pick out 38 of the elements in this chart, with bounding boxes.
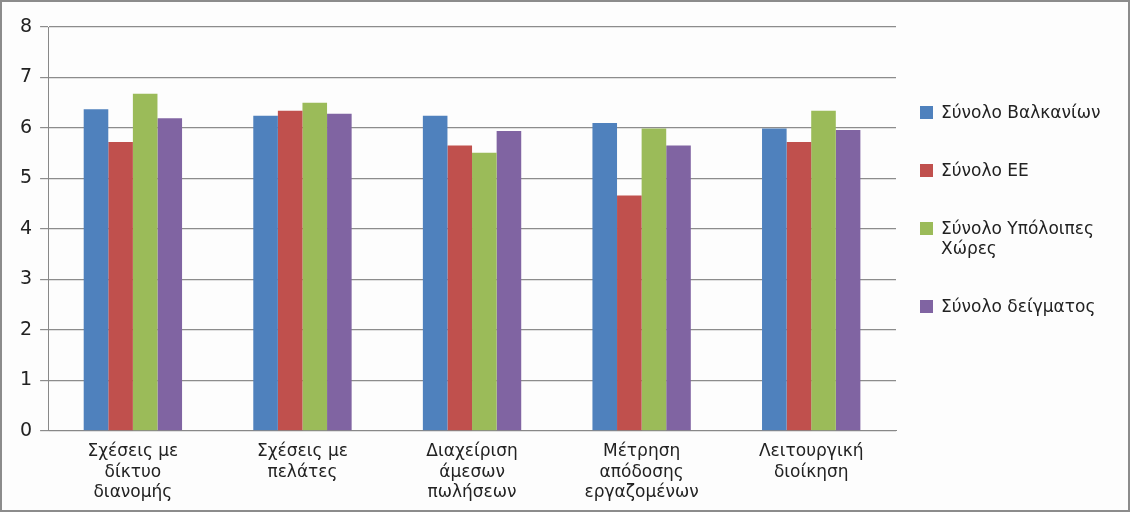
y-tick-label: 1 xyxy=(19,367,33,390)
bar xyxy=(617,195,642,431)
y-tick-label: 4 xyxy=(19,215,33,238)
bar xyxy=(253,115,278,431)
bar xyxy=(327,113,352,431)
bar xyxy=(835,129,861,431)
bar xyxy=(108,142,133,431)
y-tick-label: 6 xyxy=(19,114,33,137)
bar xyxy=(786,142,812,431)
bar xyxy=(447,145,473,431)
bar xyxy=(472,152,497,431)
bar xyxy=(277,110,303,431)
bar xyxy=(422,115,448,431)
x-tick-label: Διαχείριση άμεσων πωλήσεων xyxy=(426,440,518,502)
legend-label: Σύνολο Βαλκανίων xyxy=(941,102,1101,122)
bar xyxy=(496,130,522,431)
legend-label: Σύνολο δείγματος xyxy=(941,296,1096,316)
y-tick-label: 5 xyxy=(19,165,33,188)
legend-label: Σύνολο ΕΕ xyxy=(941,160,1029,180)
bar xyxy=(592,122,618,431)
y-tick-label: 3 xyxy=(19,266,33,289)
x-tick-label: Σχέσεις με πελάτες xyxy=(257,440,348,481)
bar xyxy=(83,109,109,431)
bar xyxy=(666,145,691,431)
bar xyxy=(641,128,667,431)
legend-label: Σύνολο Υπόλοιπες Χώρες xyxy=(941,218,1095,258)
x-tick-label: Σχέσεις με δίκτυο διανομής xyxy=(87,440,179,502)
bar xyxy=(302,102,328,431)
y-tick-label: 0 xyxy=(19,417,33,440)
bar xyxy=(132,93,158,431)
bar xyxy=(157,118,183,431)
bar xyxy=(762,128,787,431)
x-tick-label: Μέτρηση απόδοσης εργαζομένων xyxy=(584,440,699,502)
bar xyxy=(811,110,836,431)
x-tick-label: Λειτουργική διοίκηση xyxy=(758,440,864,481)
y-tick-label: 8 xyxy=(19,13,33,36)
y-tick-label: 7 xyxy=(19,64,33,87)
y-tick-label: 2 xyxy=(19,316,33,339)
